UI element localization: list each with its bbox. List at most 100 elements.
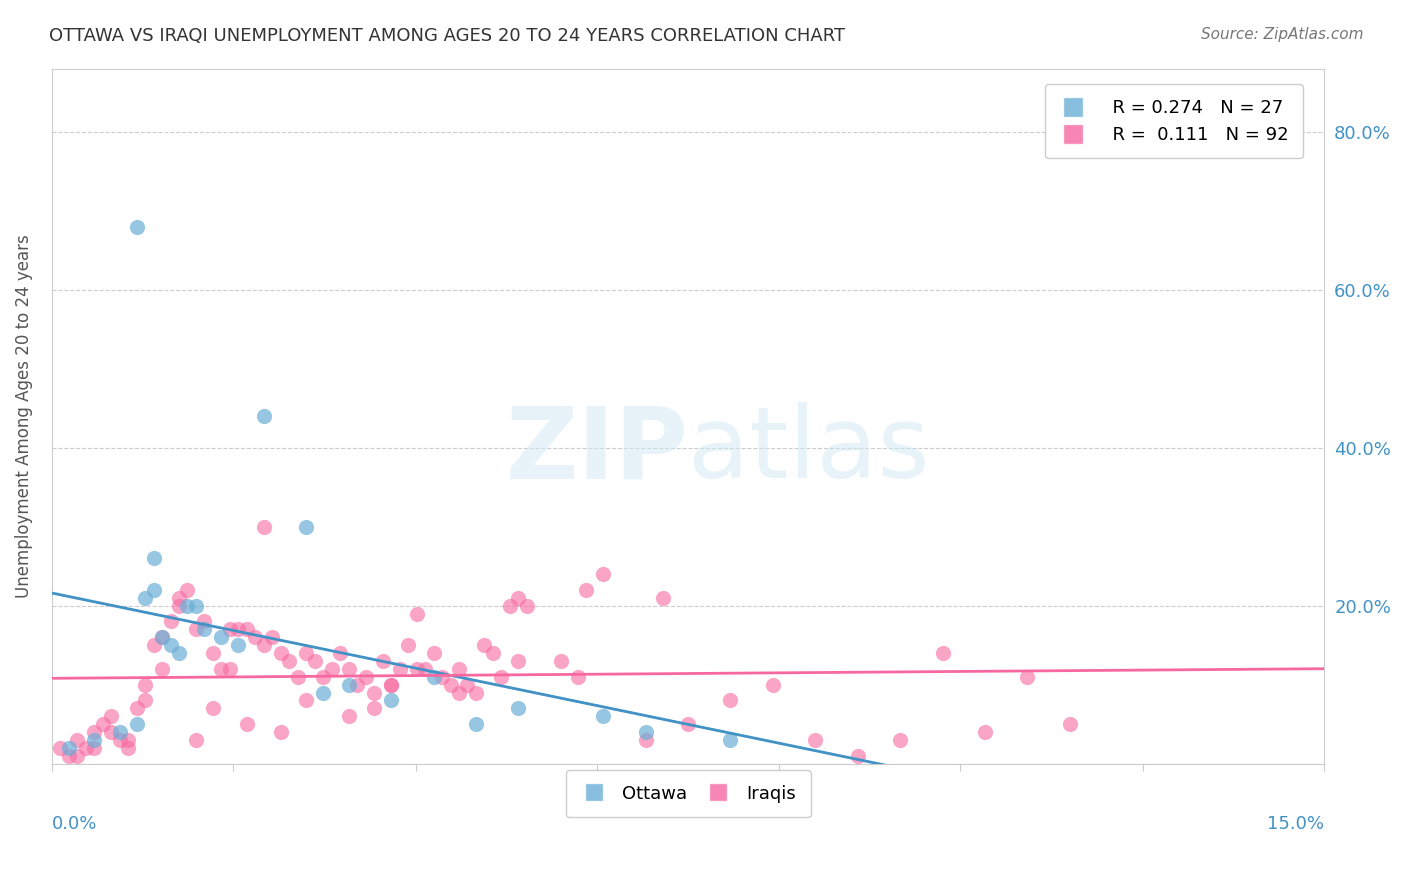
Point [176,599,198,613]
Point [262,630,284,644]
Point [567,670,589,684]
Point [58,748,80,763]
Point [499,599,522,613]
Point [720,693,742,707]
Point [245,630,267,644]
Text: 0.0%: 0.0% [52,815,97,833]
Point [346,678,368,692]
Point [405,607,427,621]
Point [125,717,148,731]
Point [337,678,360,692]
Point [422,670,444,684]
Point [236,717,259,731]
Point [58,740,80,755]
Point [117,740,139,755]
Point [762,678,785,692]
Point [228,623,250,637]
Point [49,740,72,755]
Point [184,733,207,747]
Point [720,733,742,747]
Point [108,725,131,739]
Point [405,662,427,676]
Point [159,638,181,652]
Point [270,646,292,660]
Point [592,709,614,723]
Text: atlas: atlas [688,402,929,500]
Text: 15.0%: 15.0% [1267,815,1324,833]
Point [209,630,232,644]
Point [201,646,224,660]
Point [100,725,122,739]
Point [329,646,352,660]
Point [83,740,105,755]
Point [83,733,105,747]
Point [295,646,318,660]
Point [363,701,385,715]
Point [193,623,215,637]
Point [142,551,165,566]
Point [295,693,318,707]
Point [150,630,173,644]
Point [337,662,360,676]
Point [253,638,276,652]
Point [150,630,173,644]
Point [447,662,470,676]
Point [321,662,343,676]
Point [508,654,530,668]
Point [219,662,242,676]
Point [371,654,394,668]
Point [167,599,190,613]
Point [516,599,538,613]
Point [134,591,156,605]
Point [380,678,402,692]
Point [66,733,89,747]
Point [592,567,614,582]
Legend: Ottawa, Iraqis: Ottawa, Iraqis [565,771,810,817]
Point [651,591,673,605]
Point [134,693,156,707]
Point [889,733,911,747]
Point [413,662,436,676]
Point [287,670,309,684]
Point [474,638,496,652]
Point [295,519,318,533]
Point [465,717,488,731]
Point [482,646,505,660]
Point [363,685,385,699]
Point [508,701,530,715]
Point [75,740,97,755]
Point [396,638,419,652]
Y-axis label: Unemployment Among Ages 20 to 24 years: Unemployment Among Ages 20 to 24 years [15,235,32,598]
Point [134,678,156,692]
Point [575,582,598,597]
Point [312,685,335,699]
Point [491,670,513,684]
Point [430,670,453,684]
Text: OTTAWA VS IRAQI UNEMPLOYMENT AMONG AGES 20 TO 24 YEARS CORRELATION CHART: OTTAWA VS IRAQI UNEMPLOYMENT AMONG AGES … [49,27,845,45]
Point [304,654,326,668]
Point [209,662,232,676]
Point [337,709,360,723]
Point [974,725,997,739]
Point [176,582,198,597]
Point [184,623,207,637]
Point [108,733,131,747]
Point [142,582,165,597]
Point [125,701,148,715]
Point [159,615,181,629]
Text: ZIP: ZIP [505,402,688,500]
Point [278,654,301,668]
Point [312,670,335,684]
Point [66,748,89,763]
Point [456,678,478,692]
Point [167,591,190,605]
Point [167,646,190,660]
Point [354,670,377,684]
Point [270,725,292,739]
Point [508,591,530,605]
Point [422,646,444,660]
Point [201,701,224,715]
Point [91,717,114,731]
Point [439,678,461,692]
Point [83,725,105,739]
